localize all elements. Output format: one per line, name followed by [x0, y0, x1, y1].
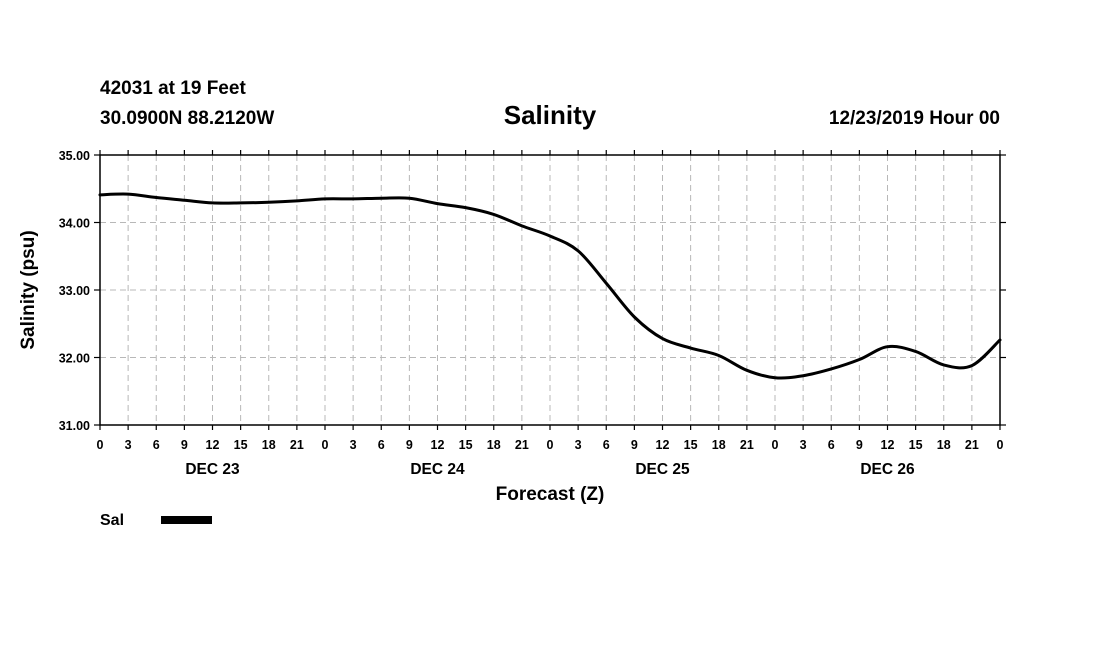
x-tick-label: 15 [684, 438, 698, 452]
axes: 31.00 32.00 33.00 34.00 35.00 0 3 6 9 12 15 18 21 0 3 6… [59, 149, 1006, 478]
location-label: 30.0900N 88.2120W [100, 108, 274, 129]
x-tick-label: 18 [262, 438, 276, 452]
x-tick-label: 6 [603, 438, 610, 452]
x-tick-label: 0 [547, 438, 554, 452]
x-tick-label: 12 [206, 438, 220, 452]
x-tick-label: 3 [125, 438, 132, 452]
x-axis-label: Forecast (Z) [496, 484, 605, 505]
x-tick-label: 21 [740, 438, 754, 452]
x-tick-label: 9 [406, 438, 413, 452]
y-tick-label: 35.00 [59, 149, 90, 163]
x-tick-label: 0 [97, 438, 104, 452]
x-tick-label: 18 [487, 438, 501, 452]
x-tick-label: 12 [881, 438, 895, 452]
legend: Sal [100, 512, 212, 529]
x-tick-label: 21 [965, 438, 979, 452]
x-tick-label: 18 [937, 438, 951, 452]
y-tick-label: 32.00 [59, 352, 90, 366]
x-tick-label: 0 [997, 438, 1004, 452]
y-axis-label: Salinity (psu) [18, 230, 39, 349]
y-tick-label: 34.00 [59, 217, 90, 231]
station-label: 42031 at 19 Feet [100, 78, 246, 99]
x-tick-label: 15 [234, 438, 248, 452]
series-layer [98, 192, 1002, 380]
y-tick-label: 33.00 [59, 284, 90, 298]
x-tick-label: 6 [828, 438, 835, 452]
x-tick-label: 9 [856, 438, 863, 452]
day-label: DEC 26 [860, 461, 915, 478]
x-tick-label: 6 [378, 438, 385, 452]
x-tick-label: 3 [800, 438, 807, 452]
x-tick-label: 3 [575, 438, 582, 452]
x-tick-label: 12 [656, 438, 670, 452]
x-tick-label: 18 [712, 438, 726, 452]
x-tick-label: 21 [290, 438, 304, 452]
grid-lines [100, 155, 1000, 425]
y-tick-label: 31.00 [59, 419, 90, 433]
x-tick-label: 3 [350, 438, 357, 452]
day-label: DEC 23 [185, 461, 240, 478]
x-tick-label: 6 [153, 438, 160, 452]
day-label: DEC 25 [635, 461, 690, 478]
x-tick-label: 21 [515, 438, 529, 452]
x-tick-label: 9 [181, 438, 188, 452]
x-tick-label: 15 [459, 438, 473, 452]
x-tick-label: 15 [909, 438, 923, 452]
legend-label: Sal [100, 512, 124, 529]
x-tick-label: 0 [322, 438, 329, 452]
x-tick-label: 0 [772, 438, 779, 452]
chart-title: Salinity [504, 100, 597, 130]
x-tick-label: 12 [431, 438, 445, 452]
run-time-label: 12/23/2019 Hour 00 [829, 108, 1000, 129]
day-label: DEC 24 [410, 461, 465, 478]
x-tick-label: 9 [631, 438, 638, 452]
